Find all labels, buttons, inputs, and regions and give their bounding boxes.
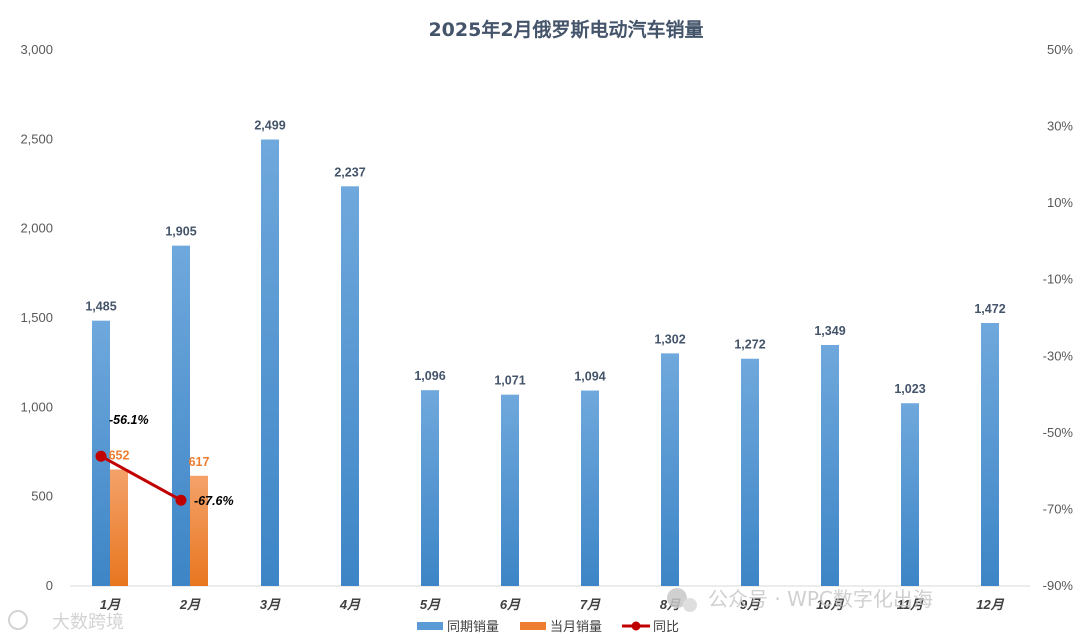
watermark-right: 公众号 · WPC数字化出海 [667, 587, 933, 612]
y2-tick-label: 10% [1047, 195, 1073, 210]
x-tick-label: 5月 [420, 597, 441, 612]
y2-tick-label: -70% [1043, 501, 1074, 516]
y2-tick-label: -10% [1043, 272, 1074, 287]
x-tick-label: 7月 [580, 597, 601, 612]
bar-same-period [501, 394, 519, 586]
data-label-same-period: 1,071 [494, 374, 525, 388]
bar-same-period [421, 390, 439, 586]
y2-tick-label: 50% [1047, 42, 1073, 57]
y2-tick-label: -90% [1043, 578, 1074, 593]
yoy-line-path [100, 454, 182, 502]
data-label-same-period: 1,472 [974, 302, 1005, 316]
y-tick-label: 1,000 [20, 399, 53, 414]
bar-current-month [110, 469, 128, 586]
data-label-same-period: 1,272 [734, 338, 765, 352]
x-tick-label: 12月 [976, 597, 1004, 612]
bar-same-period [981, 323, 999, 586]
data-label-same-period: 2,237 [334, 165, 365, 179]
legend-swatch-same-period [417, 622, 443, 630]
bar-same-period [661, 353, 679, 586]
x-tick-label: 2月 [179, 597, 201, 612]
legend-label-current-month: 当月销量 [550, 620, 602, 635]
chart-title: 2025年2月俄罗斯电动汽车销量 [428, 18, 703, 41]
right-y-axis: -90% -70% -50% -30% -10% 10% 30% 50% [1043, 42, 1074, 593]
data-label-current-month: 617 [189, 455, 210, 469]
data-label-yoy: -67.6% [194, 494, 234, 508]
y2-tick-label: -50% [1043, 425, 1074, 440]
data-label-same-period: 1,302 [654, 332, 685, 346]
y-tick-label: 3,000 [20, 42, 53, 57]
bar-same-period [581, 390, 599, 586]
legend-swatch-yoy-marker [631, 621, 641, 631]
bar-same-period [341, 186, 359, 586]
legend-swatch-current-month [520, 622, 546, 630]
data-label-same-period: 1,349 [814, 324, 845, 338]
data-label-same-period: 1,094 [574, 370, 605, 384]
watermark-left: 大数跨境 [8, 610, 124, 633]
data-labels: 1,485 1,905 2,499 2,237 1,096 1,071 1,094 1,302… [85, 119, 1005, 509]
bar-same-period [901, 403, 919, 586]
watermark-right-text: 公众号 · WPC数字化出海 [708, 587, 933, 611]
data-label-same-period: 2,499 [254, 119, 285, 133]
wechat-icon [667, 588, 687, 608]
y-tick-label: 500 [31, 489, 53, 504]
logo-icon [8, 610, 28, 630]
legend-label-same-period: 同期销量 [447, 620, 499, 635]
data-label-yoy: -56.1% [109, 413, 149, 427]
legend-label-yoy: 同比 [653, 620, 679, 635]
x-tick-label: 6月 [500, 597, 521, 612]
yoy-point [95, 450, 107, 462]
watermark-left-text: 大数跨境 [52, 612, 124, 633]
yoy-point [175, 494, 187, 506]
bar-same-period [821, 344, 839, 586]
bar-same-period [741, 358, 759, 586]
y-tick-label: 2,500 [20, 131, 53, 146]
data-label-same-period: 1,023 [894, 382, 925, 396]
series-yoy-line [95, 450, 187, 506]
x-tick-label: 11月 [897, 597, 924, 612]
left-y-axis: 0 500 1,000 1,500 2,000 2,500 3,000 [20, 42, 53, 593]
y-tick-label: 2,000 [20, 221, 53, 236]
x-tick-label: 3月 [260, 597, 281, 612]
legend: 同期销量 当月销量 同比 [417, 620, 679, 635]
wechat-icon-small [683, 598, 697, 612]
data-label-current-month: 652 [109, 449, 130, 463]
data-label-same-period: 1,096 [414, 369, 445, 383]
series-same-period-bars [92, 139, 999, 586]
x-tick-label: 9月 [740, 597, 761, 612]
bar-same-period [172, 245, 190, 586]
bar-current-month [190, 475, 208, 586]
x-tick-label: 4月 [339, 597, 361, 612]
x-axis-ticks: 1月2月3月4月5月6月7月8月9月10月11月12月 [100, 597, 1005, 612]
x-tick-label: 1月 [100, 597, 121, 612]
bar-same-period [261, 139, 279, 586]
data-label-same-period: 1,905 [165, 225, 196, 239]
series-current-month-bars [110, 469, 208, 586]
y-tick-label: 0 [46, 578, 53, 593]
x-tick-label: 10月 [816, 597, 844, 612]
y2-tick-label: 30% [1047, 119, 1073, 134]
y-tick-label: 1,500 [20, 310, 53, 325]
y2-tick-label: -30% [1043, 348, 1074, 363]
data-label-same-period: 1,485 [85, 300, 116, 314]
